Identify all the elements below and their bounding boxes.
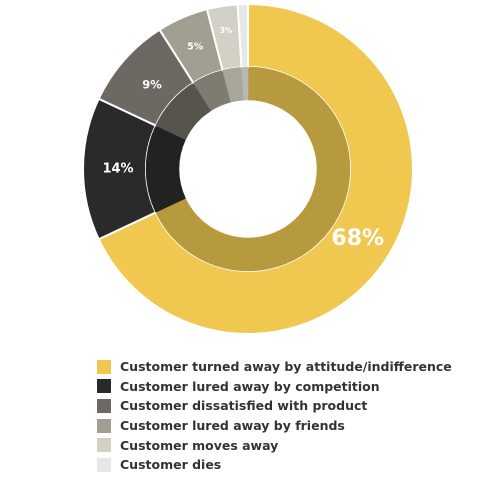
- legend-label-customer-dissatisfied-with-product: Customer dissatisfied with product: [120, 398, 368, 414]
- legend-item-customer-dissatisfied-with-product: Customer dissatisfied with product: [97, 396, 452, 416]
- slices-group: [82, 2, 414, 335]
- data-label-customer-lured-away-by-friends: 5%: [187, 41, 204, 52]
- data-label-customer-moves-away: 3%: [220, 26, 233, 35]
- legend-label-customer-turned-away-by-attitude-indifference: Customer turned away by attitude/indiffe…: [120, 359, 452, 375]
- legend-item-customer-dies: Customer dies: [97, 455, 452, 475]
- legend-label-customer-lured-away-by-friends: Customer lured away by friends: [120, 418, 345, 434]
- slice-labels-group: 68% 14% 9% 5% 3%: [102, 26, 384, 251]
- slice-inner-customer-dies: [241, 66, 249, 101]
- slice-inner-customer-lured-away-by-competition: [145, 125, 186, 213]
- legend: Customer turned away by attitude/indiffe…: [97, 357, 452, 475]
- legend-swatch-customer-lured-away-by-competition: [97, 379, 111, 394]
- data-label-customer-turned-away-by-attitude-indifference: 68%: [331, 226, 384, 251]
- slice-inner-customer-turned-away-by-attitude-indifference: [155, 66, 351, 272]
- data-label-customer-dissatisfied-with-product: 9%: [142, 77, 162, 91]
- legend-item-customer-lured-away-by-competition: Customer lured away by competition: [97, 377, 452, 397]
- legend-item-customer-lured-away-by-friends: Customer lured away by friends: [97, 416, 452, 436]
- data-label-customer-lured-away-by-competition: 14%: [102, 162, 133, 177]
- legend-item-customer-moves-away: Customer moves away: [97, 435, 452, 455]
- legend-swatch-customer-moves-away: [97, 438, 111, 453]
- legend-swatch-customer-dissatisfied-with-product: [97, 398, 111, 413]
- legend-label-customer-moves-away: Customer moves away: [120, 437, 279, 453]
- legend-item-customer-turned-away-by-attitude-indifference: Customer turned away by attitude/indiffe…: [97, 357, 452, 377]
- donut-chart: 68% 14% 9% 5% 3%: [82, 2, 414, 335]
- legend-label-customer-dies: Customer dies: [120, 457, 222, 473]
- legend-swatch-customer-turned-away-by-attitude-indifference: [97, 359, 111, 374]
- legend-swatch-customer-lured-away-by-friends: [97, 418, 111, 433]
- legend-swatch-customer-dies: [97, 457, 111, 472]
- legend-label-customer-lured-away-by-competition: Customer lured away by competition: [120, 378, 380, 394]
